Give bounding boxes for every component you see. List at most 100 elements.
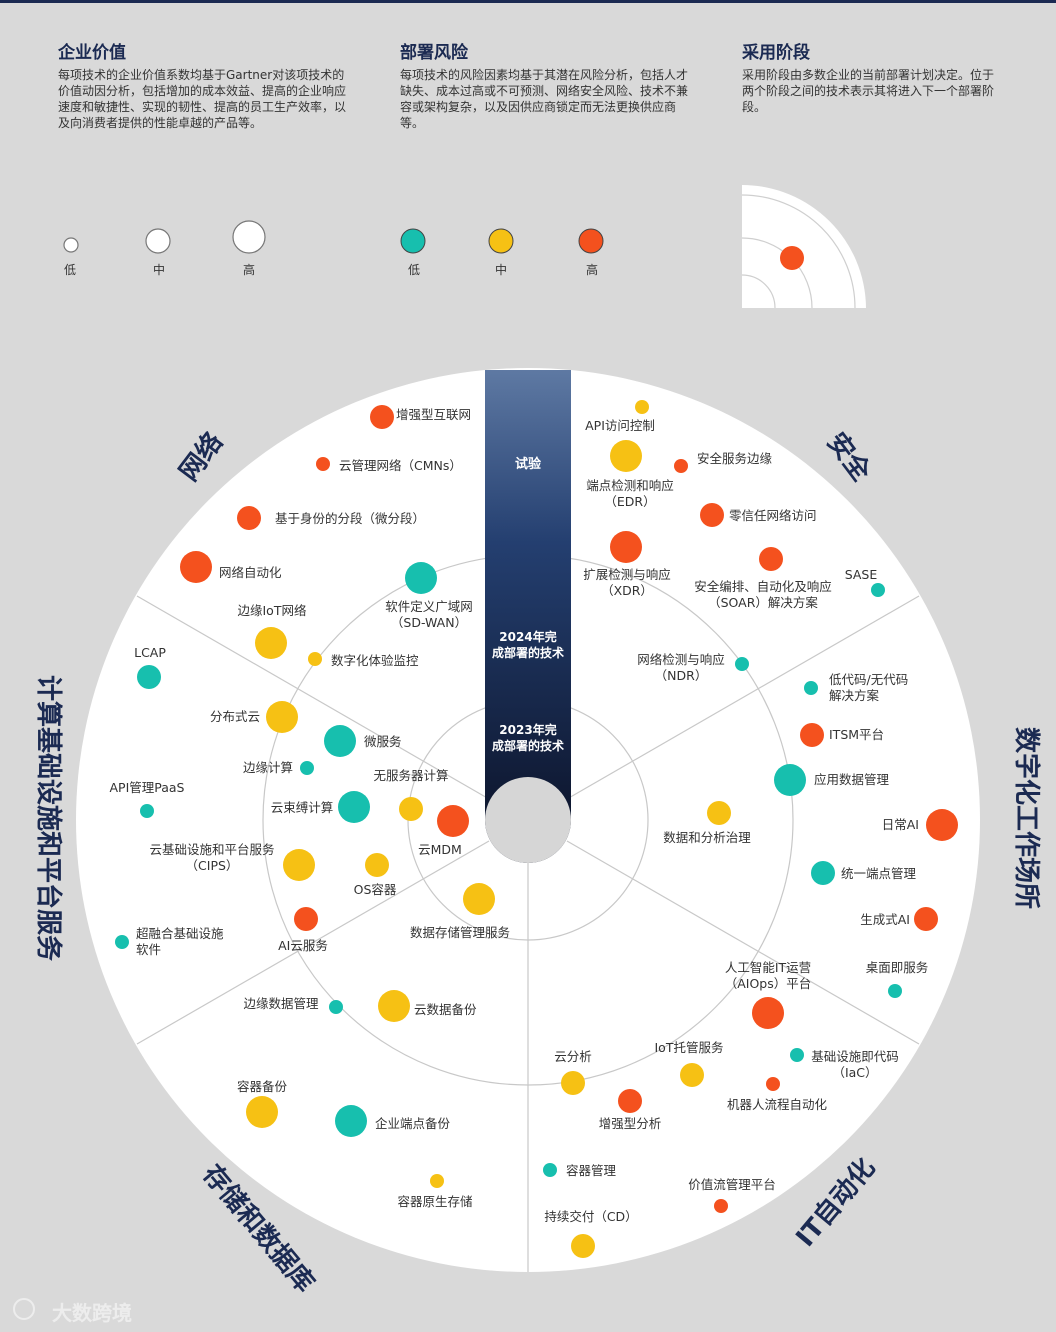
tech-dot [294, 907, 318, 931]
tech-label: 容器原生存储 [397, 1194, 472, 1209]
tech-dot [266, 701, 298, 733]
tech-label: API管理PaaS [109, 780, 184, 795]
tech-dot [561, 1071, 585, 1095]
tech-label: 桌面即服务 [866, 960, 929, 975]
tech-label: 云分析 [554, 1049, 592, 1064]
tech-dot [618, 1089, 642, 1113]
tech-label: 价值流管理平台 [688, 1177, 776, 1192]
tech-dot [365, 853, 389, 877]
radar-center [485, 777, 571, 863]
tech-dot [680, 1063, 704, 1087]
tech-dot [735, 657, 749, 671]
tech-label: 超融合基础设施软件 [136, 926, 224, 957]
tech-dot [766, 1077, 780, 1091]
sector-title-digital-workplace: 数字化工作场所 [1011, 727, 1042, 909]
tech-dot [700, 503, 724, 527]
tech-label: ITSM平台 [829, 727, 884, 742]
tech-dot [283, 849, 315, 881]
tech-dot [246, 1096, 278, 1128]
legend-stage-title: 采用阶段 [742, 43, 810, 63]
tech-label: 日常AI [882, 817, 919, 832]
legend-value-high-circle [232, 220, 266, 254]
tech-label: 网络检测与响应（NDR） [637, 652, 725, 683]
tech-dot [405, 562, 437, 594]
tech-dot [610, 440, 642, 472]
tech-dot [888, 984, 902, 998]
watermark: 大数跨境 [13, 1298, 132, 1325]
tech-label: 基于身份的分段（微分段） [275, 511, 425, 526]
top-rule [0, 0, 1056, 3]
tech-label: 企业端点备份 [375, 1116, 451, 1131]
legend-stage-desc: 采用阶段由多数企业的当前部署计划决定。位于两个阶段之间的技术表示其将进入下一个部… [742, 68, 995, 114]
tech-label: 容器备份 [237, 1079, 288, 1094]
tech-label: 边缘计算 [243, 760, 293, 775]
legend-value-high-label: 高 [243, 263, 256, 277]
tech-dot [437, 805, 469, 837]
tech-label: 数字化体验监控 [331, 653, 419, 668]
stage-2024-label: 2024年完成部署的技术 [492, 629, 564, 660]
tech-dot [137, 665, 161, 689]
legend-value-low-circle [63, 237, 79, 253]
tech-dot [335, 1105, 367, 1137]
legend-value-mid-circle [145, 228, 171, 254]
stage-trial-label: 试验 [515, 456, 542, 472]
tech-dot [759, 547, 783, 571]
tech-label: 云束缚计算 [271, 800, 334, 815]
tech-label: 无服务器计算 [373, 768, 448, 783]
radar-main: 试验 2024年完成部署的技术 2023年完成部署的技术 网络 安全 数字化工作… [33, 368, 1042, 1298]
tech-dot [800, 723, 824, 747]
tech-label: API访问控制 [585, 418, 655, 433]
technology-dots [115, 400, 958, 1258]
tech-label: 安全服务边缘 [697, 451, 773, 466]
tech-dot [811, 861, 835, 885]
legend-risk-desc: 每项技术的风险因素均基于其潜在风险分析，包括人才缺失、成本过高或不可预测、网络安… [400, 68, 689, 130]
legend-value-title: 企业价值 [58, 43, 126, 63]
tech-dot [571, 1234, 595, 1258]
tech-dot [674, 459, 688, 473]
tech-label: 云数据备份 [414, 1002, 477, 1017]
tech-dot [255, 627, 287, 659]
legend-risk-high-label: 高 [586, 263, 599, 277]
tech-dot [790, 1048, 804, 1062]
tech-label: 机器人流程自动化 [727, 1097, 828, 1112]
tech-dot [610, 531, 642, 563]
tech-dot [300, 761, 314, 775]
tech-label: 持续交付（CD） [544, 1209, 637, 1224]
legend-risk-mid-label: 中 [495, 263, 508, 277]
tech-dot [399, 797, 423, 821]
tech-label: 数据存储管理服务 [410, 925, 510, 940]
tech-label: AI云服务 [278, 938, 328, 953]
tech-dot [543, 1163, 557, 1177]
tech-dot [914, 907, 938, 931]
legend-stage-dot [780, 246, 804, 270]
tech-dot [237, 506, 261, 530]
legend-value-desc: 每项技术的企业价值系数均基于Gartner对该项技术的价值动因分析，包括增加的成… [58, 68, 347, 130]
tech-label: 云基础设施和平台服务（CIPS） [149, 842, 274, 873]
tech-dot [316, 457, 330, 471]
tech-label: 云管理网络（CMNs） [339, 458, 462, 473]
tech-label: IoT托管服务 [655, 1040, 724, 1055]
tech-label: 端点检测和响应（EDR） [586, 478, 674, 509]
tech-label: 基础设施即代码（IaC） [811, 1049, 899, 1080]
tech-label: LCAP [134, 645, 166, 660]
tech-label: 安全编排、自动化及响应（SOAR）解决方案 [694, 579, 832, 610]
legend-stage-arc [741, 185, 866, 309]
legend-value-low-label: 低 [64, 263, 77, 277]
tech-label: OS容器 [354, 882, 397, 897]
tech-label: 分布式云 [210, 709, 260, 724]
tech-dot [430, 1174, 444, 1188]
legend-risk: 部署风险 每项技术的风险因素均基于其潜在风险分析，包括人才缺失、成本过高或不可预… [400, 38, 690, 131]
watermark-text: 大数跨境 [52, 1301, 132, 1325]
tech-dot [635, 400, 649, 414]
sector-title-security: 安全 [821, 427, 878, 488]
legend-value-mid-label: 中 [153, 263, 166, 277]
tech-dot [871, 583, 885, 597]
legend-stage: 采用阶段 采用阶段由多数企业的当前部署计划决定。位于两个阶段之间的技术表示其将进… [742, 38, 1002, 115]
tech-dot [926, 809, 958, 841]
tech-label: 生成式AI [860, 912, 910, 927]
tech-label: 容器管理 [566, 1163, 617, 1178]
tech-dot [329, 1000, 343, 1014]
tech-label: 云MDM [418, 842, 462, 857]
